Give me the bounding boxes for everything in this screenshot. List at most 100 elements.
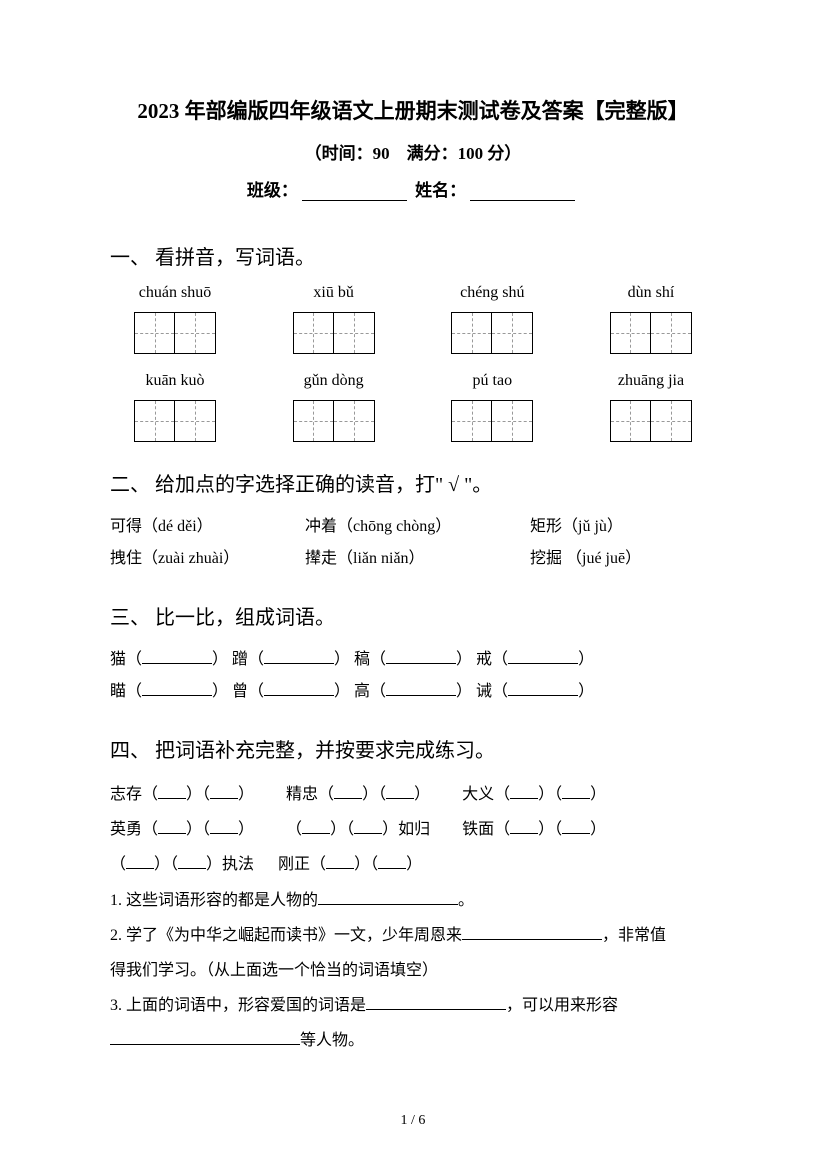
q3-text: ） 蹭（ bbox=[212, 651, 264, 668]
fill-blank[interactable] bbox=[462, 926, 602, 940]
fill-blank[interactable] bbox=[510, 820, 538, 834]
q4-sub3a: 3. 上面的词语中，形容爱国的词语是 ，可以用来形容 bbox=[110, 988, 716, 1023]
q4-line2: 英勇（）（）（）（）如归铁面（）（） bbox=[110, 812, 716, 847]
q4-sub2b: 得我们学习。（从上面选一个恰当的词语填空） bbox=[110, 953, 716, 988]
q4-line3: （）（）执法刚正（）（） bbox=[110, 847, 716, 882]
fill-blank[interactable] bbox=[158, 820, 186, 834]
fill-blank[interactable] bbox=[326, 855, 354, 869]
fill-blank[interactable] bbox=[264, 680, 334, 696]
q4-text: ）（ bbox=[354, 856, 378, 873]
fill-blank[interactable] bbox=[210, 785, 238, 799]
student-info-line: 班级： 姓名： bbox=[110, 176, 716, 201]
fill-blank[interactable] bbox=[354, 820, 382, 834]
pinyin-text: chuán shuō bbox=[110, 284, 240, 302]
q4-text: ） bbox=[414, 786, 430, 803]
char-write-box[interactable] bbox=[451, 312, 533, 354]
fill-blank[interactable] bbox=[142, 680, 212, 696]
fill-blank[interactable] bbox=[378, 855, 406, 869]
fill-blank[interactable] bbox=[562, 785, 590, 799]
q3-text: ） 诫（ bbox=[456, 683, 508, 700]
fill-blank[interactable] bbox=[386, 680, 456, 696]
section2-heading: 二、 给加点的字选择正确的读音，打" √ "。 bbox=[110, 468, 716, 497]
fill-blank[interactable] bbox=[302, 820, 330, 834]
fill-blank[interactable] bbox=[178, 855, 206, 869]
page-number: 1 / 6 bbox=[0, 1113, 826, 1129]
fill-blank[interactable] bbox=[110, 1031, 300, 1045]
char-write-box[interactable] bbox=[610, 400, 692, 442]
q4-text: 3. 上面的词语中，形容爱国的词语是 bbox=[110, 997, 366, 1014]
q4-text: ） bbox=[406, 856, 422, 873]
pinyin-row-2: kuān kuò gǔn dòng pú tao zhuāng jia bbox=[110, 372, 716, 396]
q3-text: 瞄（ bbox=[110, 683, 142, 700]
q2-item: 矩形（jǔ jù） bbox=[530, 511, 623, 543]
fill-blank[interactable] bbox=[210, 820, 238, 834]
q4-text: ）（ bbox=[538, 821, 562, 838]
section4-heading: 四、 把词语补充完整，并按要求完成练习。 bbox=[110, 734, 716, 763]
fill-blank[interactable] bbox=[366, 996, 506, 1010]
q2-item: 拽住（zuài zhuài） bbox=[110, 543, 305, 575]
fill-blank[interactable] bbox=[510, 785, 538, 799]
q4-text: ） bbox=[590, 821, 606, 838]
q2-item: 挖掘 （jué juē） bbox=[530, 543, 641, 575]
pinyin-text: dùn shí bbox=[586, 284, 716, 302]
q4-text: ）如归 bbox=[382, 821, 430, 838]
pinyin-text: kuān kuò bbox=[110, 372, 240, 390]
fill-blank[interactable] bbox=[386, 785, 414, 799]
q4-sub2a: 2. 学了《为中华之崛起而读书》一文，少年周恩来 ，非常值 bbox=[110, 918, 716, 953]
fill-blank[interactable] bbox=[508, 680, 578, 696]
q4-sub1: 1. 这些词语形容的都是人物的 。 bbox=[110, 883, 716, 918]
q2-item: 冲着（chōng chòng） bbox=[305, 511, 530, 543]
q4-text: （ bbox=[286, 821, 302, 838]
fill-blank[interactable] bbox=[386, 648, 456, 664]
q4-text: 2. 学了《为中华之崛起而读书》一文，少年周恩来 bbox=[110, 927, 462, 944]
q4-text: ）（ bbox=[186, 786, 210, 803]
section1-heading: 一、 看拼音，写词语。 bbox=[110, 241, 716, 270]
char-write-box[interactable] bbox=[610, 312, 692, 354]
q4-text: ，可以用来形容 bbox=[506, 997, 618, 1014]
class-blank[interactable] bbox=[302, 183, 407, 201]
q4-text: 志存（ bbox=[110, 786, 158, 803]
section3-heading: 三、 比一比，组成词语。 bbox=[110, 601, 716, 630]
pinyin-text: pú tao bbox=[427, 372, 557, 390]
fill-blank[interactable] bbox=[158, 785, 186, 799]
q2-line2: 拽住（zuài zhuài） 撵走（liǎn niǎn） 挖掘 （jué juē… bbox=[110, 543, 716, 575]
page-title: 2023 年部编版四年级语文上册期末测试卷及答案【完整版】 bbox=[110, 95, 716, 125]
q4-text: ）（ bbox=[538, 786, 562, 803]
char-write-box[interactable] bbox=[293, 312, 375, 354]
q4-text: ）（ bbox=[330, 821, 354, 838]
char-write-box[interactable] bbox=[451, 400, 533, 442]
fill-blank[interactable] bbox=[142, 648, 212, 664]
fill-blank[interactable] bbox=[508, 648, 578, 664]
q4-text: ）（ bbox=[362, 786, 386, 803]
q4-text: 英勇（ bbox=[110, 821, 158, 838]
q4-text: ）执法 bbox=[206, 856, 254, 873]
q4-text: （ bbox=[110, 856, 126, 873]
q3-text: ） 曾（ bbox=[212, 683, 264, 700]
name-blank[interactable] bbox=[470, 183, 575, 201]
fill-blank[interactable] bbox=[318, 891, 458, 905]
q2-item: 可得（dé děi） bbox=[110, 511, 305, 543]
fill-blank[interactable] bbox=[562, 820, 590, 834]
q4-text: 得我们学习。（从上面选一个恰当的词语填空） bbox=[110, 962, 438, 979]
q3-line1: 猫（） 蹭（） 稿（） 戒（） bbox=[110, 644, 716, 676]
q2-line1: 可得（dé děi） 冲着（chōng chòng） 矩形（jǔ jù） bbox=[110, 511, 716, 543]
char-write-box[interactable] bbox=[134, 400, 216, 442]
q4-text: ，非常值 bbox=[602, 927, 666, 944]
q3-text: ） bbox=[578, 651, 594, 668]
q4-text: 1. 这些词语形容的都是人物的 bbox=[110, 892, 318, 909]
char-write-box[interactable] bbox=[293, 400, 375, 442]
q3-line2: 瞄（） 曾（） 高（） 诫（） bbox=[110, 676, 716, 708]
fill-blank[interactable] bbox=[126, 855, 154, 869]
char-box-row-2 bbox=[110, 400, 716, 442]
q4-text: ）（ bbox=[154, 856, 178, 873]
char-write-box[interactable] bbox=[134, 312, 216, 354]
q3-text: ） 戒（ bbox=[456, 651, 508, 668]
q3-text: ） 稿（ bbox=[334, 651, 386, 668]
q4-text: 大义（ bbox=[462, 786, 510, 803]
pinyin-text: xiū bǔ bbox=[269, 284, 399, 302]
fill-blank[interactable] bbox=[334, 785, 362, 799]
q4-text: 。 bbox=[458, 892, 474, 909]
fill-blank[interactable] bbox=[264, 648, 334, 664]
page-subtitle: （时间：90 满分：100 分） bbox=[110, 139, 716, 164]
char-box-row-1 bbox=[110, 312, 716, 354]
